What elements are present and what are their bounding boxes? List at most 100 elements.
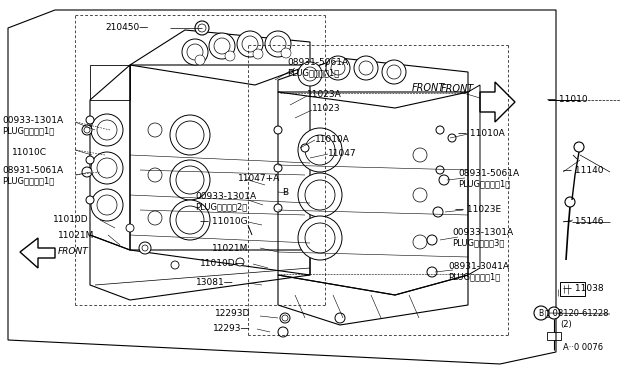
Circle shape	[326, 56, 350, 80]
Circle shape	[142, 245, 148, 251]
Circle shape	[237, 31, 263, 57]
Circle shape	[170, 200, 210, 240]
Text: 08931-5061A: 08931-5061A	[287, 58, 348, 67]
Circle shape	[427, 267, 437, 277]
Circle shape	[182, 39, 208, 65]
Circle shape	[281, 48, 291, 58]
Text: — 11140: — 11140	[563, 166, 604, 175]
Text: B: B	[538, 308, 543, 317]
Text: — 11010: — 11010	[547, 95, 588, 104]
Text: — 11038: — 11038	[563, 284, 604, 293]
Circle shape	[278, 327, 288, 337]
Text: 11047+A: 11047+A	[238, 174, 280, 183]
Text: 210450—: 210450—	[105, 23, 148, 32]
Text: PLUGブラグ（1）: PLUGブラグ（1）	[287, 68, 339, 77]
Circle shape	[298, 62, 322, 86]
Circle shape	[195, 21, 209, 35]
Text: 08931-5061A: 08931-5061A	[2, 166, 63, 175]
Text: FRONT: FRONT	[58, 247, 89, 257]
Text: PLUGブラグ（1）: PLUGブラグ（1）	[2, 126, 54, 135]
Circle shape	[436, 126, 444, 134]
Circle shape	[176, 206, 204, 234]
Circle shape	[280, 313, 290, 323]
Circle shape	[382, 60, 406, 84]
Circle shape	[335, 313, 345, 323]
Circle shape	[436, 166, 444, 174]
Circle shape	[86, 196, 94, 204]
Circle shape	[148, 168, 162, 182]
Circle shape	[427, 235, 437, 245]
Text: PLUGブラグ（2）: PLUGブラグ（2）	[195, 202, 247, 211]
Circle shape	[305, 180, 335, 210]
Circle shape	[298, 173, 342, 217]
Text: 00933-1301A: 00933-1301A	[452, 228, 513, 237]
Circle shape	[176, 121, 204, 149]
Circle shape	[565, 197, 575, 207]
Circle shape	[387, 65, 401, 79]
Circle shape	[274, 164, 282, 172]
Text: 12293D: 12293D	[215, 309, 250, 318]
Text: 13081—: 13081—	[196, 278, 234, 287]
Circle shape	[298, 216, 342, 260]
Circle shape	[187, 44, 203, 60]
Circle shape	[301, 144, 309, 152]
Circle shape	[265, 31, 291, 57]
Text: FRONT: FRONT	[412, 83, 445, 93]
Circle shape	[170, 160, 210, 200]
Text: 11010D: 11010D	[53, 215, 88, 224]
Circle shape	[274, 126, 282, 134]
Circle shape	[359, 61, 373, 75]
Circle shape	[225, 51, 235, 61]
Circle shape	[86, 156, 94, 164]
Circle shape	[148, 211, 162, 225]
Circle shape	[176, 166, 204, 194]
Circle shape	[274, 204, 282, 212]
Text: — 11023E: — 11023E	[455, 205, 501, 214]
Text: PLUGブラグ（3）: PLUGブラグ（3）	[452, 238, 504, 247]
Circle shape	[126, 224, 134, 232]
Circle shape	[91, 152, 123, 184]
Circle shape	[448, 134, 456, 142]
Circle shape	[91, 114, 123, 146]
Text: 00933-1301A: 00933-1301A	[195, 192, 256, 201]
Circle shape	[298, 128, 342, 172]
Circle shape	[86, 116, 94, 124]
Circle shape	[170, 115, 210, 155]
Text: 12293—: 12293—	[213, 324, 250, 333]
Circle shape	[574, 142, 584, 152]
Circle shape	[91, 189, 123, 221]
Text: 11023: 11023	[312, 104, 340, 113]
Circle shape	[242, 36, 258, 52]
Circle shape	[413, 235, 427, 249]
Text: 08931-5061A: 08931-5061A	[458, 169, 519, 178]
Text: 11021M: 11021M	[58, 231, 94, 240]
Circle shape	[439, 175, 449, 185]
Text: PLUGブラグ（1）: PLUGブラグ（1）	[2, 176, 54, 185]
Text: A··0 0076: A··0 0076	[563, 343, 603, 352]
Text: — 11010A: — 11010A	[458, 129, 505, 138]
Circle shape	[433, 207, 443, 217]
Circle shape	[303, 67, 317, 81]
Circle shape	[139, 242, 151, 254]
Text: B: B	[282, 188, 288, 197]
Text: 11023A: 11023A	[307, 90, 342, 99]
Circle shape	[413, 188, 427, 202]
Text: 00933-1301A: 00933-1301A	[2, 116, 63, 125]
Text: 11010C: 11010C	[12, 148, 47, 157]
Circle shape	[97, 158, 117, 178]
Text: 11010D—: 11010D—	[200, 259, 244, 268]
Circle shape	[214, 38, 230, 54]
Text: 11010A: 11010A	[315, 135, 350, 144]
Text: Ⓑ 08120-61228: Ⓑ 08120-61228	[545, 308, 609, 317]
Circle shape	[82, 167, 92, 177]
Circle shape	[209, 33, 235, 59]
Circle shape	[253, 49, 263, 59]
Circle shape	[195, 55, 205, 65]
Circle shape	[331, 61, 345, 75]
Circle shape	[236, 258, 244, 266]
Circle shape	[354, 56, 378, 80]
Text: 08931-3041A: 08931-3041A	[448, 262, 509, 271]
Circle shape	[305, 135, 335, 165]
Circle shape	[171, 261, 179, 269]
Text: 11047: 11047	[328, 149, 356, 158]
